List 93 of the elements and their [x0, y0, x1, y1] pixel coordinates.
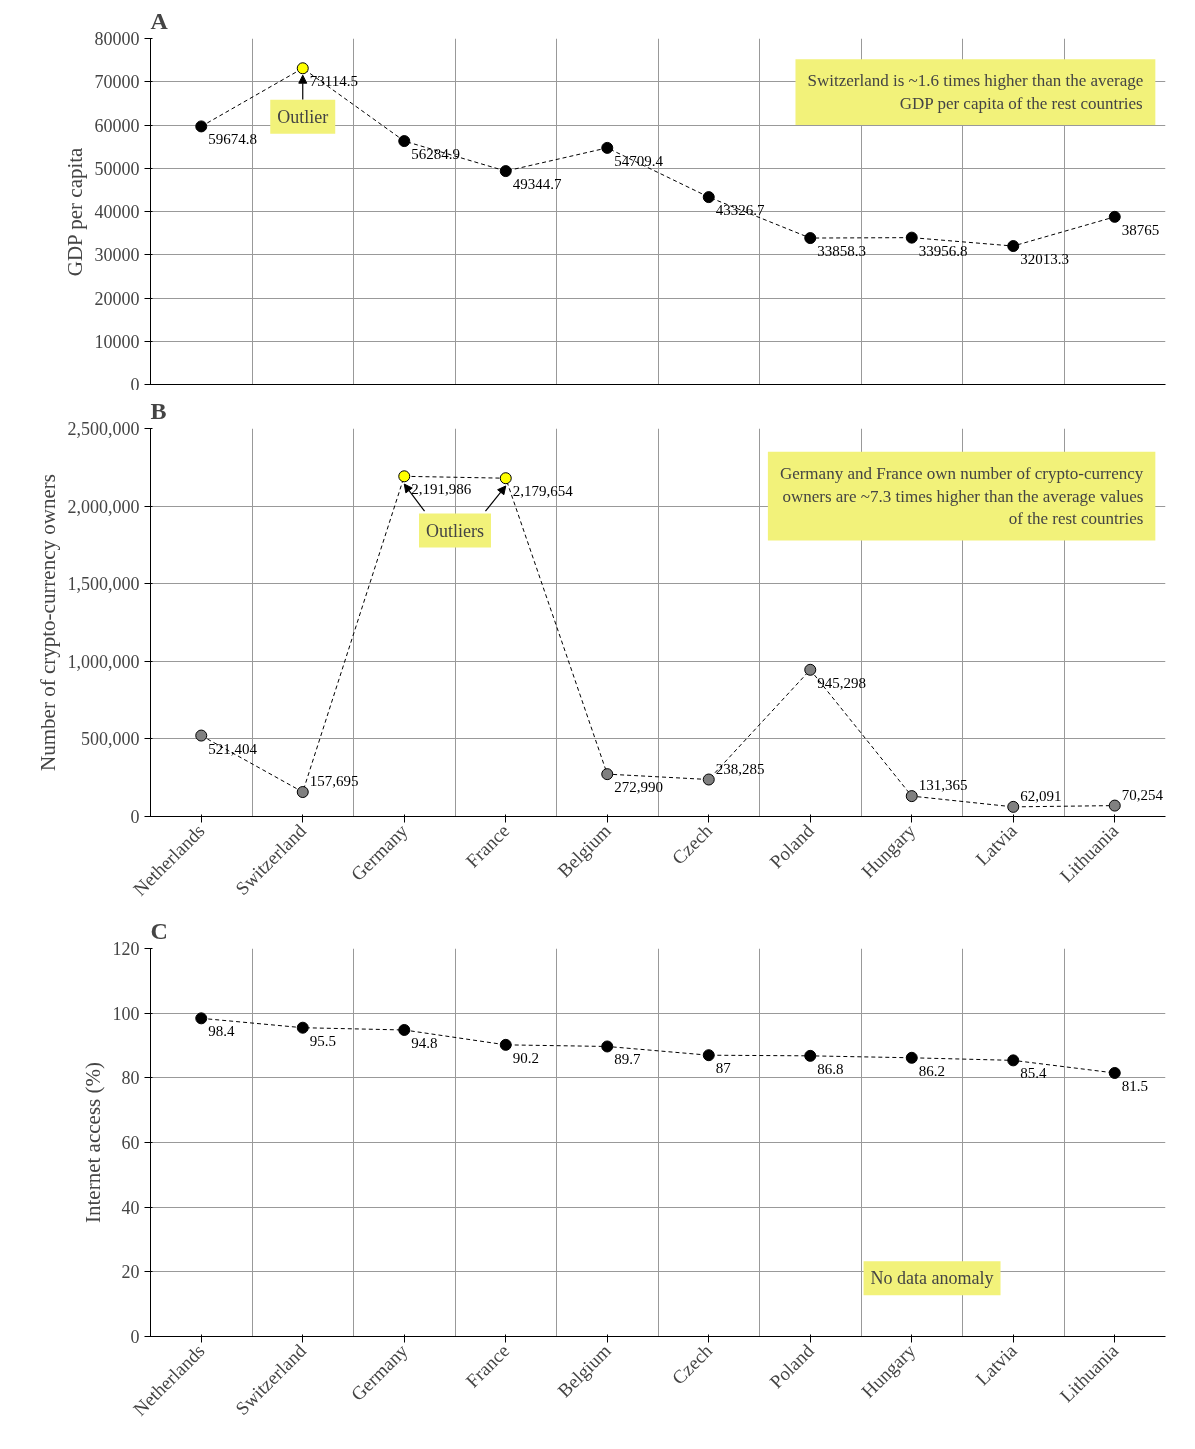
y-axis-title: Internet access (%) — [80, 1062, 105, 1223]
data-label: 89.7 — [614, 1051, 641, 1068]
point — [1108, 1066, 1121, 1079]
data-label: 95.5 — [309, 1032, 336, 1049]
data-label: 38765 — [1121, 221, 1160, 238]
point — [702, 1049, 715, 1062]
point — [499, 1038, 512, 1051]
data-label: 62,091 — [1020, 787, 1062, 804]
point — [296, 1021, 309, 1034]
point — [296, 786, 309, 799]
data-label: 43326.7 — [715, 202, 765, 219]
data-label: 521,404 — [208, 740, 258, 757]
y-tick-label: 60 — [121, 1133, 140, 1153]
data-label: 272,990 — [614, 779, 663, 796]
point — [601, 1040, 614, 1053]
point — [905, 231, 918, 244]
annotation: Outliers — [426, 520, 484, 541]
annotation: No data anomaly — [870, 1268, 994, 1289]
point — [398, 470, 411, 483]
data-label: 54709.4 — [614, 152, 664, 169]
y-tick-label: 0 — [130, 807, 140, 827]
annotation: Switzerland is ~1.6 times higher than the average GDP per capita of the rest countries — [807, 71, 1144, 114]
point — [905, 790, 918, 803]
point — [398, 1023, 411, 1036]
y-axis-title: GDP per capita — [62, 146, 87, 277]
annotation: Outlier — [277, 106, 329, 127]
data-label: 86.2 — [918, 1062, 945, 1079]
point — [195, 1012, 208, 1025]
point — [499, 472, 512, 485]
y-tick-label: 50000 — [94, 158, 140, 179]
point — [601, 141, 614, 154]
point — [905, 1051, 918, 1064]
y-tick-label: 0 — [130, 1327, 140, 1347]
y-tick-label: 2,000,000 — [67, 496, 140, 517]
data-label: 2,179,654 — [512, 483, 574, 500]
point — [1007, 800, 1020, 813]
data-label: 90.2 — [512, 1049, 539, 1066]
data-label: 157,695 — [309, 773, 359, 790]
data-label: 56284.9 — [411, 146, 460, 163]
y-tick-label: 40 — [121, 1197, 140, 1218]
data-label: 33858.3 — [817, 243, 866, 260]
y-tick-label: 10000 — [94, 331, 140, 352]
data-label: 32013.3 — [1020, 251, 1069, 268]
data-label: 73114.5 — [309, 73, 358, 90]
data-label: 87 — [715, 1060, 732, 1077]
y-tick-label: 20000 — [94, 288, 140, 309]
point — [398, 135, 411, 148]
point — [195, 729, 208, 742]
data-label: 81.5 — [1121, 1077, 1148, 1094]
y-axis-title: Number of crypto-currency owners — [35, 474, 60, 771]
y-tick-label: 2,500,000 — [67, 419, 140, 439]
y-tick-label: 40000 — [94, 202, 140, 222]
point — [804, 663, 817, 676]
y-tick-label: 60000 — [94, 115, 140, 136]
point — [195, 120, 208, 133]
point — [1108, 799, 1121, 812]
data-label: 86.8 — [817, 1060, 844, 1077]
y-tick-label: 0 — [130, 374, 140, 395]
data-label: 85.4 — [1020, 1065, 1047, 1082]
point — [804, 1049, 817, 1062]
y-tick-label: 120 — [112, 939, 140, 959]
point — [296, 62, 309, 75]
point — [1007, 240, 1020, 253]
y-tick-label: 100 — [112, 1003, 140, 1024]
chart-title: C — [150, 917, 168, 944]
data-label: 945,298 — [817, 674, 866, 691]
data-label: 238,285 — [715, 760, 765, 777]
annotation: Germany and France own number of crypto-currency owners are ~7.3 times higher than the average values of the rest countries — [779, 463, 1144, 529]
y-tick-label: 80000 — [94, 29, 140, 49]
point — [1108, 210, 1121, 223]
point — [804, 232, 817, 245]
point — [702, 191, 715, 204]
y-tick-label: 20 — [121, 1262, 140, 1283]
point — [1007, 1054, 1020, 1067]
y-tick-label: 30000 — [94, 245, 140, 266]
point — [601, 768, 614, 781]
point — [499, 165, 512, 178]
data-label: 59674.8 — [208, 131, 257, 148]
data-label: 2,191,986 — [411, 481, 472, 498]
data-label: 70,254 — [1121, 786, 1164, 803]
y-tick-label: 80 — [121, 1068, 140, 1089]
data-label: 94.8 — [411, 1034, 438, 1051]
point — [702, 773, 715, 786]
y-tick-label: 500,000 — [81, 729, 140, 750]
chart-title: A — [150, 7, 169, 34]
chart-title: B — [150, 397, 167, 424]
y-tick-label: 1,000,000 — [67, 651, 140, 672]
data-label: 33956.8 — [918, 242, 968, 259]
y-tick-label: 70000 — [94, 72, 140, 93]
y-tick-label: 1,500,000 — [67, 574, 140, 595]
data-label: 98.4 — [208, 1023, 235, 1040]
data-label: 131,365 — [918, 777, 968, 794]
data-label: 49344.7 — [512, 176, 562, 193]
